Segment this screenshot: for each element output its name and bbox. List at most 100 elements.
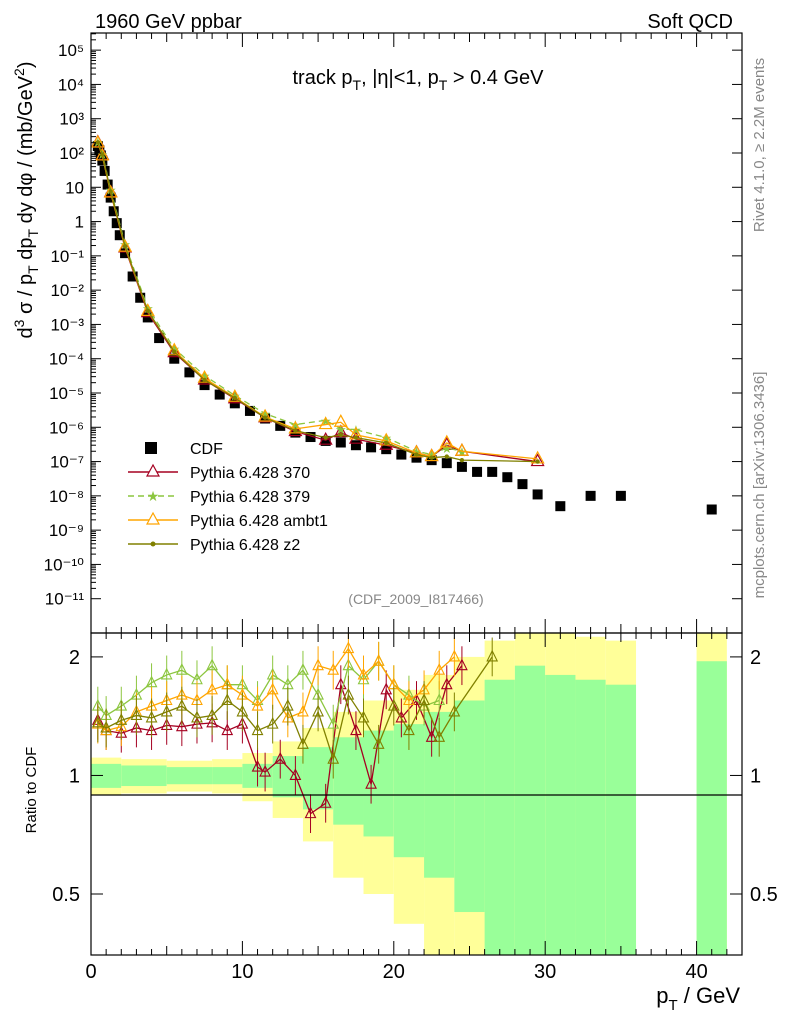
ratio-point [319, 796, 332, 808]
data-point [335, 437, 346, 448]
legend-marker [150, 541, 156, 547]
ratio-point [433, 663, 446, 675]
data-point [244, 405, 255, 416]
x-tick-label: 0 [85, 961, 96, 983]
inner-band-bin [333, 737, 364, 825]
data-point [409, 444, 424, 458]
ratio-point [327, 663, 340, 675]
legend-label: Pythia 6.428 370 [190, 465, 310, 482]
y-tick-label: 1 [75, 213, 84, 232]
ratio-point [251, 698, 264, 711]
data-point: ★ [380, 431, 392, 446]
ratio-point [191, 710, 203, 723]
data-point [97, 155, 108, 166]
inner-band-bin [484, 679, 515, 955]
data-point [167, 342, 182, 356]
data-point [318, 431, 333, 445]
ratio-y-tick-label-right: 2 [750, 647, 761, 669]
ratio-point [236, 704, 249, 717]
category-label: Soft QCD [647, 11, 733, 33]
data-point [459, 457, 465, 463]
ratio-point [206, 708, 219, 721]
data-point [366, 442, 377, 453]
legend: CDF Pythia 6.428 370 ★ Pythia 6.428 379 Pyth… [128, 441, 328, 554]
data-point [454, 442, 469, 456]
data-point [323, 435, 328, 440]
ratio-point [372, 737, 385, 749]
data-point [320, 435, 331, 446]
data-point [140, 304, 155, 318]
data-point [293, 428, 298, 433]
y-tick-label: 10⁻¹⁰ [44, 555, 85, 574]
data-point [439, 436, 454, 450]
data-point [472, 466, 483, 477]
y-tick-label: 10⁻⁶ [49, 418, 84, 437]
plot-title: track pT, |η|<1, pT > 0.4 GeV [293, 67, 545, 93]
data-point [502, 472, 513, 483]
ratio-point [365, 776, 377, 789]
y-tick-label: 10⁻⁸ [49, 487, 84, 506]
collision-label: 1960 GeV ppbar [95, 11, 242, 33]
x-tick-label: 30 [534, 961, 556, 983]
data-point [262, 415, 268, 420]
rivet-label: Rivet 4.1.0, ≥ 2.2M events [751, 58, 768, 232]
ratio-point [266, 716, 279, 729]
data-point [441, 458, 452, 469]
data-point [384, 440, 389, 446]
data-point [535, 459, 540, 464]
data-point [275, 420, 286, 431]
ratio-point [160, 704, 173, 717]
ratio-frame [90, 632, 743, 956]
data-point [120, 248, 131, 259]
data-point [288, 420, 303, 434]
data-point: ★ [426, 448, 438, 463]
data-point [350, 440, 361, 451]
inner-band-bin [212, 767, 243, 785]
ratio-point [342, 687, 355, 700]
y-tick-label: 10 [65, 178, 84, 197]
data-point [197, 371, 212, 385]
data-point [95, 147, 110, 161]
data-point [288, 423, 303, 437]
data-point [318, 416, 333, 430]
ratio-point [251, 723, 264, 736]
ratio-point [206, 682, 219, 695]
main-y-axis-label: d3 σ / pT dpT dy dφ / (mb/GeV2) [11, 61, 41, 338]
ratio-point [486, 649, 499, 662]
data-point: ★ [142, 301, 154, 316]
data-point: ★ [411, 444, 423, 459]
ratio-point [312, 704, 324, 717]
data-point [108, 206, 119, 217]
ratio-point [327, 751, 340, 764]
data-point [396, 449, 407, 460]
ratio-point [100, 720, 113, 733]
ratio-y-tick-label-right: 1 [750, 765, 761, 787]
data-point [167, 344, 182, 358]
ratio-point [175, 719, 188, 732]
ratio-point [145, 675, 158, 688]
ratio-point [342, 658, 355, 671]
ratio-y-tick-label-right: 0.5 [750, 884, 778, 906]
data-point [118, 238, 133, 252]
ratio-point [251, 759, 264, 772]
data-point [585, 490, 596, 501]
data-point [108, 189, 113, 194]
ratio-point [395, 710, 408, 723]
ratio-point [357, 710, 370, 723]
y-tick-label: 10² [59, 144, 84, 163]
y-tick-label: 10⁻⁴ [49, 350, 84, 369]
series-line [97, 142, 538, 460]
ratio-point [91, 715, 104, 728]
data-point [411, 452, 422, 463]
ratio-point [160, 667, 173, 680]
ratio-point [456, 658, 468, 671]
data-point [99, 165, 110, 176]
inner-band-bin [121, 765, 167, 787]
inner-band-bin [302, 747, 334, 810]
ratio-point [297, 737, 309, 749]
data-point: ★ [199, 369, 211, 384]
ratio-point [342, 641, 355, 654]
y-tick-label: 10⁻⁵ [49, 384, 84, 403]
x-tick-label: 40 [685, 961, 707, 983]
ratio-point [259, 764, 271, 777]
